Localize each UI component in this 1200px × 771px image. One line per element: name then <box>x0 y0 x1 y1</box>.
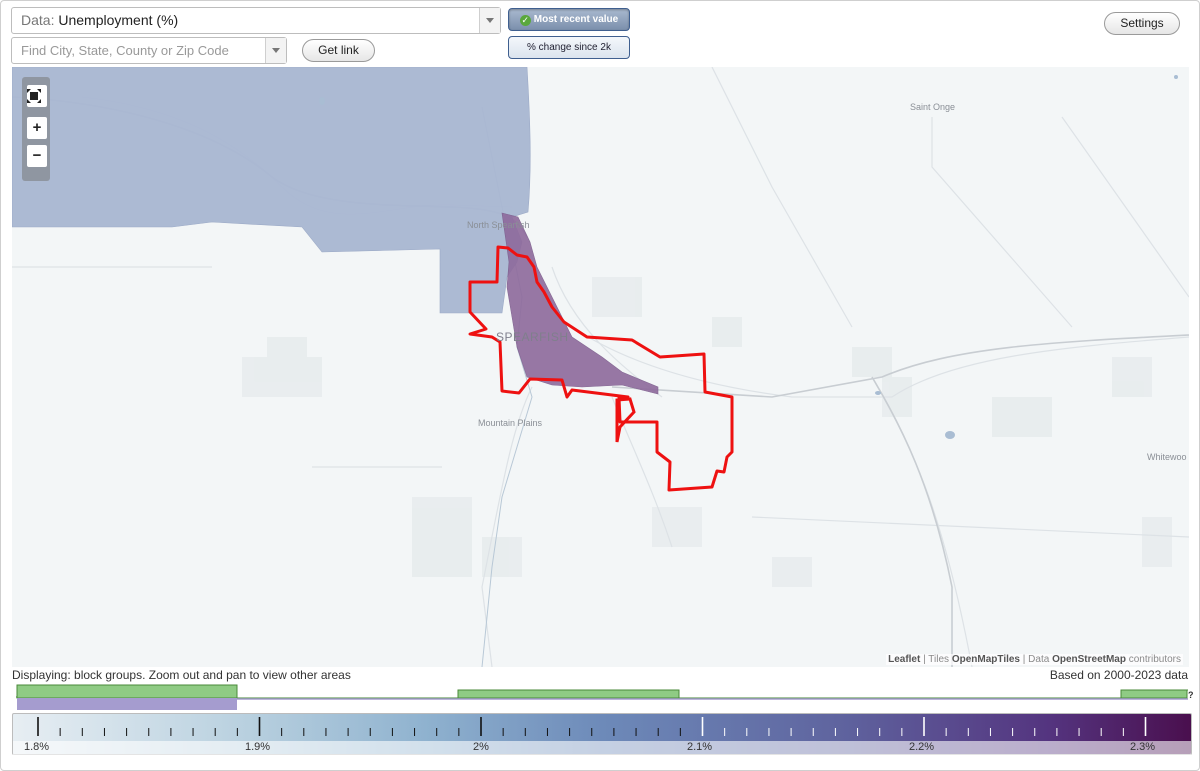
data-selector[interactable]: Data: Unemployment (%) <box>11 7 501 34</box>
place-label-saint-onge: Saint Onge <box>910 102 956 112</box>
color-legend: 1.8% 1.9% 2% 2.1% 2.2% 2.3% <box>12 713 1192 755</box>
location-search[interactable] <box>11 37 287 64</box>
data-selector-value: Unemployment (%) <box>58 12 179 28</box>
search-input[interactable] <box>12 38 266 63</box>
zoom-extent-icon[interactable] <box>27 85 47 107</box>
histogram-bar <box>457 689 680 699</box>
map-attribution: Leaflet | Tiles OpenMapTiles | Data Open… <box>886 654 1183 665</box>
place-label-north-spearfish: North Spearfish <box>467 220 530 230</box>
region-low-unemployment[interactable] <box>12 67 531 314</box>
place-label-mountain-plains: Mountain Plains <box>478 418 543 428</box>
land-texture <box>242 277 1172 587</box>
attribution-sep-tiles: | Tiles <box>920 654 952 665</box>
settings-button[interactable]: Settings <box>1104 12 1180 35</box>
selected-area-outline[interactable] <box>468 245 734 492</box>
pct-change-toggle[interactable]: % change since 2k <box>508 36 630 59</box>
most-recent-toggle[interactable]: ✓ Most recent value <box>508 8 630 31</box>
chevron-down-icon[interactable] <box>479 8 500 33</box>
attribution-sep-data: | Data <box>1020 654 1053 665</box>
histogram-bar <box>16 684 238 699</box>
checkmark-icon: ✓ <box>519 15 531 26</box>
legend-label: 2.1% <box>687 741 713 753</box>
zoom-out-icon[interactable]: − <box>27 145 47 167</box>
get-link-button[interactable]: Get link <box>302 39 375 62</box>
chevron-down-icon[interactable] <box>265 38 286 63</box>
histogram-selection-bar <box>17 698 237 710</box>
region-high-unemployment[interactable] <box>501 212 659 395</box>
value-histogram <box>16 684 1188 710</box>
attribution-contributors: contributors <box>1125 654 1181 665</box>
zoom-in-icon[interactable]: + <box>27 117 47 139</box>
water-features <box>319 75 1178 439</box>
legend-ticks <box>37 717 1147 736</box>
zoom-controls: + − <box>22 77 50 181</box>
selected-area-outline-part[interactable] <box>615 397 636 443</box>
leaflet-link[interactable]: Leaflet <box>888 654 921 665</box>
map-view[interactable]: + − North Spearfish SPEARFISH Mountain P… <box>12 67 1189 667</box>
histogram-help[interactable]: ? <box>1188 690 1194 700</box>
place-label-spearfish: SPEARFISH <box>496 330 569 344</box>
most-recent-label: Most recent value <box>533 14 619 25</box>
legend-label: 1.8% <box>24 741 50 753</box>
place-label-whitewood: Whitewoo <box>1147 452 1187 462</box>
histogram-bar <box>1120 689 1188 699</box>
openmaptiles-link[interactable]: OpenMapTiles <box>951 654 1020 665</box>
map-canvas <box>12 67 1189 667</box>
displaying-note: Displaying: block groups. Zoom out and p… <box>12 668 351 682</box>
openstreetmap-link[interactable]: OpenStreetMap <box>1052 654 1126 665</box>
legend-label-strip: 1.8% 1.9% 2% 2.1% 2.2% 2.3% <box>13 741 1191 755</box>
legend-label: 2.2% <box>909 741 935 753</box>
legend-label: 2.3% <box>1130 741 1156 753</box>
data-range-note: Based on 2000-2023 data <box>1049 668 1188 682</box>
data-selector-prefix: Data: <box>21 12 55 28</box>
legend-label: 2% <box>473 741 489 753</box>
legend-label: 1.9% <box>245 741 271 753</box>
